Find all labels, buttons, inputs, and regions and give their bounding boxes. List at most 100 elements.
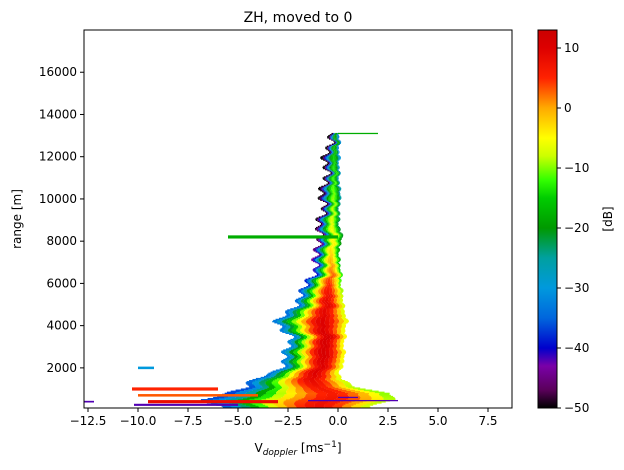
spectrum-cell-3147 — [333, 199, 335, 201]
spectrum-cell-1721 — [324, 293, 328, 295]
spectrum-cell-3029 — [326, 206, 328, 209]
spectrum-cell-2006 — [326, 274, 329, 276]
spectrum-cell-2438 — [325, 245, 328, 248]
spectrum-cell-148 — [258, 396, 270, 399]
spectrum-cell-723 — [294, 358, 299, 361]
spectrum-cell-970 — [322, 343, 327, 345]
spectrum-cell-92 — [340, 401, 352, 403]
spectrum-cell-3280 — [320, 189, 322, 192]
spectrum-cell-0 — [222, 406, 232, 408]
spectrum-cell-2640 — [321, 232, 323, 234]
spectrum-cell-2945 — [327, 212, 328, 214]
spectrum-cell-503 — [298, 373, 304, 376]
y-tick-label-3: 8000 — [46, 234, 77, 248]
spectrum-cell-2302 — [335, 255, 337, 257]
spectrum-cell-4119 — [332, 135, 334, 137]
spectrum-cell-3743 — [337, 160, 339, 162]
spectrum-cell-294 — [288, 387, 296, 389]
spectrum-cell-3047 — [330, 205, 332, 208]
spectrum-cell-3414 — [332, 181, 333, 183]
spectrum-cell-337 — [254, 384, 261, 386]
spectrum-cell-297 — [310, 387, 318, 389]
spectrum-cell-1426 — [292, 312, 297, 314]
spectrum-cell-2805 — [325, 221, 327, 224]
spectrum-cell-573 — [327, 369, 332, 371]
spectrum-cell-2983 — [329, 210, 331, 212]
spectrum-cell-2952 — [333, 212, 335, 214]
spectrum-cell-1729 — [303, 292, 307, 294]
spectrum-cell-1906 — [309, 280, 312, 283]
spectrum-cell-2280 — [327, 256, 329, 258]
spectrum-cell-210 — [245, 392, 256, 395]
spectrum-cell-60 — [335, 403, 346, 405]
spectrum-cell-1690 — [328, 295, 331, 298]
spectrum-cell-1071 — [343, 336, 347, 339]
spectrum-cell-1861 — [318, 283, 321, 286]
spectrum-cell-3458 — [324, 178, 326, 180]
spectrum-cell-2611 — [326, 234, 328, 236]
spectrum-cell-2224 — [311, 259, 314, 262]
spectrum-cell-220 — [348, 392, 359, 395]
spectrum-cell-2236 — [333, 259, 336, 262]
spectrum-cell-679 — [308, 362, 313, 364]
spectrum-cell-2663 — [328, 231, 330, 233]
spectrum-cell-3812 — [326, 155, 328, 157]
spectrum-cell-1950 — [336, 278, 340, 281]
spectrum-cell-746 — [321, 357, 326, 360]
spectrum-cell-1984 — [314, 275, 317, 277]
spectrum-cell-639 — [339, 365, 344, 367]
spectrum-cell-1330 — [284, 318, 290, 321]
spectrum-cell-1926 — [318, 279, 321, 282]
spectrum-cell-1584 — [296, 301, 300, 304]
spectrum-cell-3827 — [327, 154, 329, 156]
spectrum-cell-1093 — [309, 334, 313, 337]
spectrum-cell-1358 — [337, 317, 343, 320]
spectrum-cell-3401 — [334, 182, 336, 185]
spectrum-cell-435 — [271, 377, 278, 380]
spectrum-cell-473 — [307, 375, 313, 378]
spectrum-cell-3931 — [334, 147, 336, 150]
spectrum-cell-461 — [326, 376, 332, 379]
spectrum-cell-2642 — [324, 232, 326, 234]
spectrum-cell-2225 — [313, 259, 316, 262]
spectrum-cell-1088 — [292, 334, 296, 337]
spectrum-cell-1450 — [322, 311, 327, 313]
spectrum-cell-447 — [335, 377, 341, 380]
spectrum-cell-34 — [235, 404, 246, 406]
spectrum-cell-3397 — [331, 182, 333, 185]
spectrum-cell-3940 — [328, 146, 330, 149]
spectrum-cell-3842 — [329, 153, 330, 155]
spectrum-cell-3942 — [330, 146, 332, 149]
spectrum-cell-292 — [274, 387, 282, 389]
spectrum-cell-3083 — [336, 203, 338, 206]
spectrum-cell-2474 — [333, 243, 336, 246]
spectrum-cell-3852 — [336, 153, 337, 155]
spectrum-cell-1110 — [310, 333, 314, 336]
spectrum-cell-1611 — [327, 300, 331, 303]
spectrum-cell-3445 — [328, 179, 330, 181]
spectrum-cell-1872 — [307, 282, 310, 285]
spectrum-cell-271 — [363, 389, 373, 391]
spectrum-cell-2958 — [338, 212, 340, 214]
spectrum-cell-3359 — [338, 185, 340, 188]
spectrum-cell-2811 — [332, 221, 334, 224]
spectrum-cell-2381 — [334, 250, 337, 252]
spectrum-cell-1173 — [300, 329, 305, 331]
spectrum-cell-1599 — [339, 301, 343, 304]
spectrum-cell-1448 — [314, 311, 319, 313]
spectrum-cell-2447 — [337, 245, 339, 248]
spectrum-cell-2498 — [322, 241, 325, 244]
spectrum-cell-405 — [279, 380, 286, 382]
spectrum-cell-683 — [324, 362, 329, 364]
spectrum-cell-1891 — [312, 281, 315, 284]
spectrum-cell-3175 — [328, 197, 330, 199]
spectrum-cell-1209 — [317, 327, 322, 329]
spectrum-cell-199 — [295, 393, 306, 396]
spectrum-cell-2951 — [332, 212, 334, 214]
spectrum-cell-630 — [307, 365, 311, 367]
spectrum-cell-1661 — [333, 297, 337, 300]
spectrum-cell-2311 — [327, 254, 329, 256]
spectrum-cell-3631 — [338, 167, 340, 170]
spectrum-cell-1896 — [323, 281, 326, 284]
spectrum-cell-655 — [339, 364, 343, 366]
